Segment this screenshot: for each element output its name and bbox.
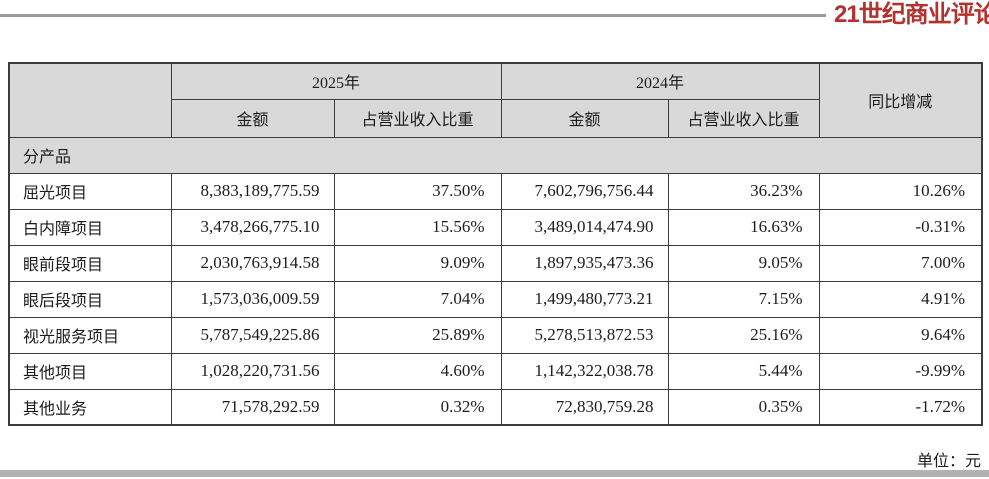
- amount-2024-cell: 72,830,759.28: [500, 388, 669, 426]
- ratio-2025-cell: 0.32%: [333, 388, 502, 426]
- ratio-2024-cell: 0.35%: [667, 388, 820, 426]
- table-row: 其他项目 1,028,220,731.56 4.60% 1,142,322,03…: [8, 352, 983, 390]
- row-category: 眼前段项目: [8, 244, 172, 282]
- unit-note: 单位：元: [916, 453, 981, 470]
- row-category: 其他项目: [8, 352, 172, 390]
- ratio-2025-cell: 4.60%: [333, 352, 502, 390]
- amount-2025-header: 金额: [170, 98, 335, 138]
- amount-2024-cell: 1,499,480,773.21: [500, 280, 669, 318]
- yoy-cell: 9.64%: [818, 316, 983, 354]
- amount-2025-cell: 1,573,036,009.59: [170, 280, 335, 318]
- revenue-by-product-table: 2025年 2024年 同比增减 金额 占营业收入比重 金额 占营业收入比重 分…: [8, 62, 984, 426]
- ratio-2024-cell: 5.44%: [667, 352, 820, 390]
- amount-2025-cell: 1,028,220,731.56: [170, 352, 335, 390]
- row-category: 眼后段项目: [8, 280, 172, 318]
- corner-header-cell: [8, 62, 172, 138]
- ratio-2024-cell: 9.05%: [667, 244, 820, 282]
- row-category: 白内障项目: [8, 208, 172, 246]
- ratio-2025-cell: 9.09%: [333, 244, 502, 282]
- ratio-2025-header: 占营业收入比重: [333, 98, 502, 138]
- section-label-by-product: 分产品: [8, 136, 983, 174]
- amount-2024-cell: 3,489,014,474.90: [500, 208, 669, 246]
- row-category: 视光服务项目: [8, 316, 172, 354]
- amount-2025-cell: 5,787,549,225.86: [170, 316, 335, 354]
- yoy-cell: 7.00%: [818, 244, 983, 282]
- row-category: 屈光项目: [8, 172, 172, 210]
- yoy-header: 同比增减: [818, 62, 983, 138]
- yoy-cell: 4.91%: [818, 280, 983, 318]
- yoy-cell: -9.99%: [818, 352, 983, 390]
- bottom-divider-bar: [0, 470, 989, 477]
- ratio-2025-cell: 25.89%: [333, 316, 502, 354]
- ratio-2024-cell: 7.15%: [667, 280, 820, 318]
- ratio-2024-cell: 16.63%: [667, 208, 820, 246]
- amount-2024-cell: 1,142,322,038.78: [500, 352, 669, 390]
- table-row: 白内障项目 3,478,266,775.10 15.56% 3,489,014,…: [8, 208, 983, 246]
- ratio-2024-header: 占营业收入比重: [667, 98, 820, 138]
- amount-2024-header: 金额: [500, 98, 669, 138]
- table-row: 视光服务项目 5,787,549,225.86 25.89% 5,278,513…: [8, 316, 983, 354]
- amount-2025-cell: 2,030,763,914.58: [170, 244, 335, 282]
- amount-2025-cell: 71,578,292.59: [170, 388, 335, 426]
- table-row: 眼前段项目 2,030,763,914.58 9.09% 1,897,935,4…: [8, 244, 983, 282]
- amount-2024-cell: 1,897,935,473.36: [500, 244, 669, 282]
- yoy-cell: 10.26%: [818, 172, 983, 210]
- amount-2025-cell: 3,478,266,775.10: [170, 208, 335, 246]
- year-2024-header: 2024年: [500, 62, 820, 100]
- row-category: 其他业务: [8, 388, 172, 426]
- table-row: 其他业务 71,578,292.59 0.32% 72,830,759.28 0…: [8, 388, 983, 426]
- ratio-2025-cell: 7.04%: [333, 280, 502, 318]
- table-row: 眼后段项目 1,573,036,009.59 7.04% 1,499,480,7…: [8, 280, 983, 318]
- amount-2024-cell: 5,278,513,872.53: [500, 316, 669, 354]
- ratio-2024-cell: 25.16%: [667, 316, 820, 354]
- amount-2024-cell: 7,602,796,756.44: [500, 172, 669, 210]
- top-divider-rule: [0, 14, 826, 17]
- year-2025-header: 2025年: [170, 62, 502, 100]
- amount-2025-cell: 8,383,189,775.59: [170, 172, 335, 210]
- publication-logo: 21世纪商业评论: [834, 1, 989, 28]
- yoy-cell: -1.72%: [818, 388, 983, 426]
- ratio-2025-cell: 37.50%: [333, 172, 502, 210]
- ratio-2025-cell: 15.56%: [333, 208, 502, 246]
- ratio-2024-cell: 36.23%: [667, 172, 820, 210]
- table-row: 屈光项目 8,383,189,775.59 37.50% 7,602,796,7…: [8, 172, 983, 210]
- yoy-cell: -0.31%: [818, 208, 983, 246]
